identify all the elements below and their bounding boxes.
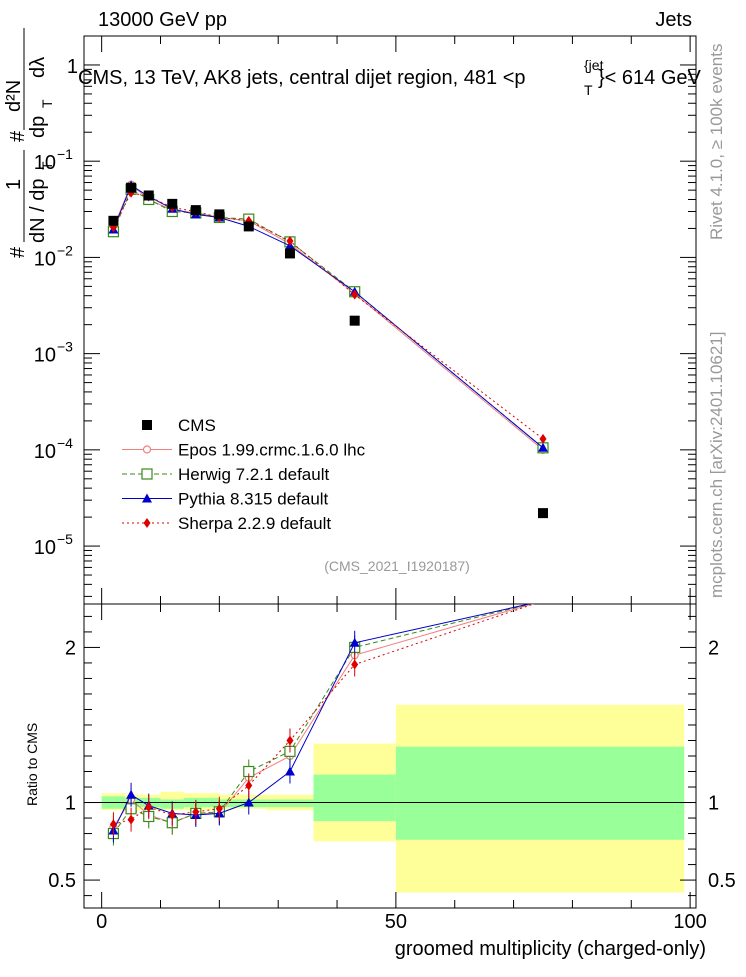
legend-cms-label: CMS (178, 416, 216, 435)
ratio-y-label-2: 2 (65, 637, 76, 659)
ylabel-frac2-den-b: dλ (27, 57, 49, 78)
title-sub: T (584, 82, 593, 98)
watermark: (CMS_2021_I1920187) (324, 558, 470, 574)
mcplots-label: mcplots.cern.ch [arXiv:2401.10621] (707, 332, 726, 598)
ratio-point-3-5 (215, 803, 223, 814)
y-tick-label-base-3: 10 (34, 345, 56, 367)
series-line-1 (112, 188, 544, 449)
title-sup: {jet (584, 57, 604, 73)
y-tick-label-exp-1: −1 (57, 146, 73, 162)
legend-marker-2 (142, 493, 152, 503)
ratio-point-2-1 (126, 789, 137, 799)
y-tick-label-base-4: 10 (34, 441, 56, 463)
ratio-line-2 (112, 604, 532, 831)
ratio-point-3-7 (286, 735, 294, 746)
series-line-3 (112, 192, 544, 440)
y-tick-label-base-0: 1 (67, 56, 78, 78)
ylabel-hash-1: # (7, 246, 29, 258)
legend-marker-3 (143, 518, 151, 528)
series-line-0 (112, 183, 544, 451)
y-tick-label-exp-4: −4 (57, 435, 73, 451)
cms-point-2 (143, 190, 154, 201)
legend-label-3: Sherpa 2.2.9 default (178, 514, 331, 533)
legend-label-1: Herwig 7.2.1 default (178, 465, 329, 484)
cms-point-3 (167, 198, 178, 209)
cms-point-7 (284, 248, 295, 259)
ratio-point-3-8 (351, 659, 359, 670)
y-tick-label-base-1: 10 (34, 152, 56, 174)
y-tick-label-exp-5: −5 (57, 531, 73, 547)
legend-marker-1 (141, 468, 153, 480)
ratio-y-label-right-1: 1 (708, 793, 719, 815)
legend-marker-0 (142, 445, 152, 454)
ylabel-frac2-den-sub: T (39, 99, 55, 108)
ratio-point-3-1 (127, 814, 135, 825)
ratio-point-3-3 (168, 809, 176, 820)
band-inner-4 (219, 799, 267, 808)
legend-label-2: Pythia 8.315 default (178, 490, 329, 509)
title-main: CMS, 13 TeV, AK8 jets, central dijet reg… (78, 67, 526, 89)
header-left: 13000 GeV pp (98, 9, 227, 31)
series-3-point-8 (351, 289, 359, 300)
ratio-y-label-1: 1 (65, 793, 76, 815)
cms-point-5 (214, 209, 225, 220)
band-inner-7 (395, 746, 685, 840)
ylabel-hash-2: # (7, 130, 29, 142)
legend-label-0: Epos 1.99.crmc.1.6.0 lhc (178, 441, 366, 460)
ratio-line-3 (113, 604, 536, 825)
main-series (107, 180, 549, 519)
ratio-point-3-2 (145, 802, 153, 813)
x-tick-label-0: 0 (96, 911, 107, 933)
ratio-series-clip (107, 604, 536, 846)
y-tick-label-base-2: 10 (34, 248, 56, 270)
ratio-point-3-4 (192, 806, 200, 817)
ratio-y-label-right-0: 0.5 (708, 870, 736, 892)
ratio-point-3-0 (109, 819, 117, 830)
ratio-point-3-6 (245, 780, 253, 791)
ratio-point-2-7 (284, 766, 295, 776)
y-axis-label-top: # 1 dN / dp T # d²N # dp T dλ (3, 28, 55, 258)
cms-point-6 (243, 221, 254, 232)
ratio-y-label-right-2: 2 (708, 637, 719, 659)
ratio-point-2-8 (349, 637, 360, 647)
cms-point-0 (108, 215, 119, 226)
series-3-point-7 (286, 236, 294, 247)
y-tick-label-base-5: 10 (34, 537, 56, 559)
series-3-point-9 (539, 433, 547, 444)
ylabel-frac2-num: d²N (3, 80, 25, 112)
ratio-y-label-0: 0.5 (48, 870, 76, 892)
ratio-line-1 (113, 604, 533, 834)
x-tick-label-1: 50 (385, 911, 407, 933)
legend: CMS Epos 1.99.crmc.1.6.0 lhc Herwig 7.2.1 … (122, 416, 366, 533)
x-axis-label: groomed multiplicity (charged-only) (395, 938, 706, 960)
ratio-line-0 (113, 604, 535, 828)
y-tick-label-exp-3: −3 (57, 339, 73, 355)
ylabel-frac2-den-a: dp (27, 116, 49, 138)
band-inner-5 (266, 799, 314, 808)
ratio-series (107, 604, 536, 846)
legend-cms-marker (142, 420, 152, 430)
cms-point-8 (349, 315, 360, 326)
band-inner-6 (313, 774, 396, 822)
series-line-2 (112, 184, 544, 449)
x-tick-label-2: 100 (673, 911, 706, 933)
cms-point-4 (190, 205, 201, 216)
series-2-point-9 (538, 442, 548, 452)
ratio-point-2-6 (243, 797, 254, 807)
ylabel-frac1-num: 1 (3, 179, 25, 190)
title-end: }< 614 GeV (598, 67, 702, 89)
ylabel-frac1-den-sub: T (39, 161, 55, 170)
rivet-label: Rivet 4.1.0, ≥ 100k events (707, 44, 726, 240)
ratio-bands (84, 704, 696, 893)
cms-point-9 (538, 508, 548, 519)
header-right: Jets (655, 9, 692, 31)
ylabel-frac1-den: dN / dp (27, 179, 49, 243)
cms-point-1 (126, 182, 137, 193)
top-panel-frame (83, 35, 697, 605)
y-axis-label-ratio: Ratio to CMS (24, 723, 40, 806)
y-tick-label-exp-2: −2 (57, 242, 73, 258)
